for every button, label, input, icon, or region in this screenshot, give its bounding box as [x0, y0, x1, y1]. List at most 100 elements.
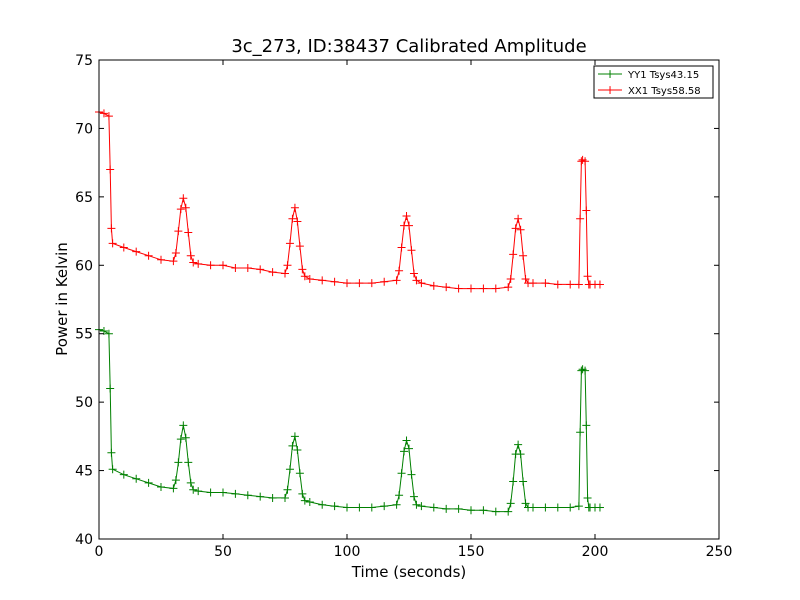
data-point	[412, 276, 421, 285]
data-point	[511, 224, 520, 233]
data-point	[467, 284, 475, 293]
data-point	[402, 436, 411, 445]
data-point	[343, 279, 351, 288]
data-point	[509, 477, 518, 486]
data-point	[231, 264, 240, 273]
series-0	[95, 325, 604, 516]
y-tick-label: 40	[75, 532, 93, 548]
data-point	[583, 493, 592, 502]
data-point	[566, 280, 575, 289]
data-point	[300, 272, 309, 281]
x-tick-label: 100	[334, 544, 361, 560]
data-point	[454, 284, 463, 293]
x-tick-label: 0	[95, 544, 104, 560]
y-tick-label: 65	[75, 190, 93, 206]
data-point	[174, 227, 183, 236]
data-point	[330, 277, 339, 286]
data-point	[407, 246, 416, 255]
y-tick-label: 75	[75, 53, 93, 69]
data-point	[176, 435, 185, 444]
plot-background	[99, 60, 719, 539]
legend: + YY1 Tsys43.15 + XX1 Tsys58.58	[593, 65, 714, 99]
data-point	[400, 447, 409, 456]
data-point	[509, 250, 518, 259]
data-point	[516, 225, 525, 234]
legend-marker-xx1: +	[605, 83, 615, 97]
data-point	[107, 224, 116, 233]
y-tick-label: 70	[75, 121, 93, 137]
data-point	[541, 279, 550, 288]
data-point	[104, 329, 113, 338]
data-point	[300, 496, 309, 505]
data-point	[174, 458, 183, 467]
series-1	[95, 108, 604, 293]
data-point	[553, 280, 562, 289]
x-tick-label: 250	[706, 544, 733, 560]
data-point	[409, 269, 418, 278]
data-point	[169, 257, 178, 266]
data-point	[395, 491, 404, 500]
data-point	[144, 251, 153, 260]
y-tick-label: 55	[75, 327, 93, 343]
data-point	[576, 428, 585, 437]
data-point	[318, 276, 327, 285]
data-point	[491, 507, 500, 516]
data-point	[595, 280, 604, 289]
data-point	[157, 255, 165, 264]
y-tick-label: 50	[75, 395, 93, 411]
data-point	[144, 478, 153, 487]
data-point	[429, 281, 438, 290]
data-point	[107, 448, 116, 457]
data-point	[288, 441, 297, 450]
plot-frame	[98, 59, 720, 540]
data-point	[243, 264, 252, 273]
data-point	[405, 221, 413, 230]
data-point	[293, 446, 302, 455]
data-point	[519, 477, 528, 486]
data-point	[106, 165, 115, 174]
data-point	[194, 259, 203, 268]
data-point	[367, 279, 376, 288]
data-point	[184, 228, 193, 237]
data-point	[243, 491, 252, 500]
data-point	[181, 433, 190, 442]
data-point	[283, 261, 292, 270]
data-point	[442, 504, 451, 513]
y-tick-label: 60	[75, 258, 93, 274]
data-point	[186, 251, 195, 260]
data-point	[467, 506, 475, 515]
data-point	[504, 283, 513, 292]
data-point	[581, 157, 590, 166]
data-point	[343, 503, 351, 512]
data-point	[574, 502, 583, 511]
data-point	[283, 485, 292, 494]
y-axis: 40 45 50 55 60 65 70 75	[75, 53, 719, 548]
data-point	[189, 258, 198, 267]
data-point	[132, 247, 141, 256]
data-point	[219, 261, 227, 270]
data-point	[566, 503, 575, 512]
legend-label-xx1: XX1 Tsys58.58	[628, 86, 701, 97]
x-axis: 0 50 100 150 200 250	[95, 60, 733, 560]
data-point	[541, 503, 550, 512]
data-point	[392, 276, 401, 285]
data-point	[171, 248, 180, 257]
data-point	[516, 450, 525, 459]
data-point	[194, 487, 203, 496]
data-point	[581, 366, 590, 375]
legend-marker-yy1: +	[605, 67, 615, 81]
data-point	[582, 421, 591, 430]
data-point	[157, 482, 165, 491]
data-point	[380, 277, 389, 286]
data-point	[295, 469, 304, 478]
data-point	[256, 265, 265, 274]
x-axis-label: Time (seconds)	[351, 563, 467, 581]
data-point	[506, 274, 515, 283]
data-point	[395, 266, 404, 275]
data-point	[582, 206, 591, 215]
data-point	[104, 112, 113, 121]
data-point	[402, 212, 411, 221]
data-point	[521, 499, 530, 508]
x-tick-label: 150	[458, 544, 485, 560]
